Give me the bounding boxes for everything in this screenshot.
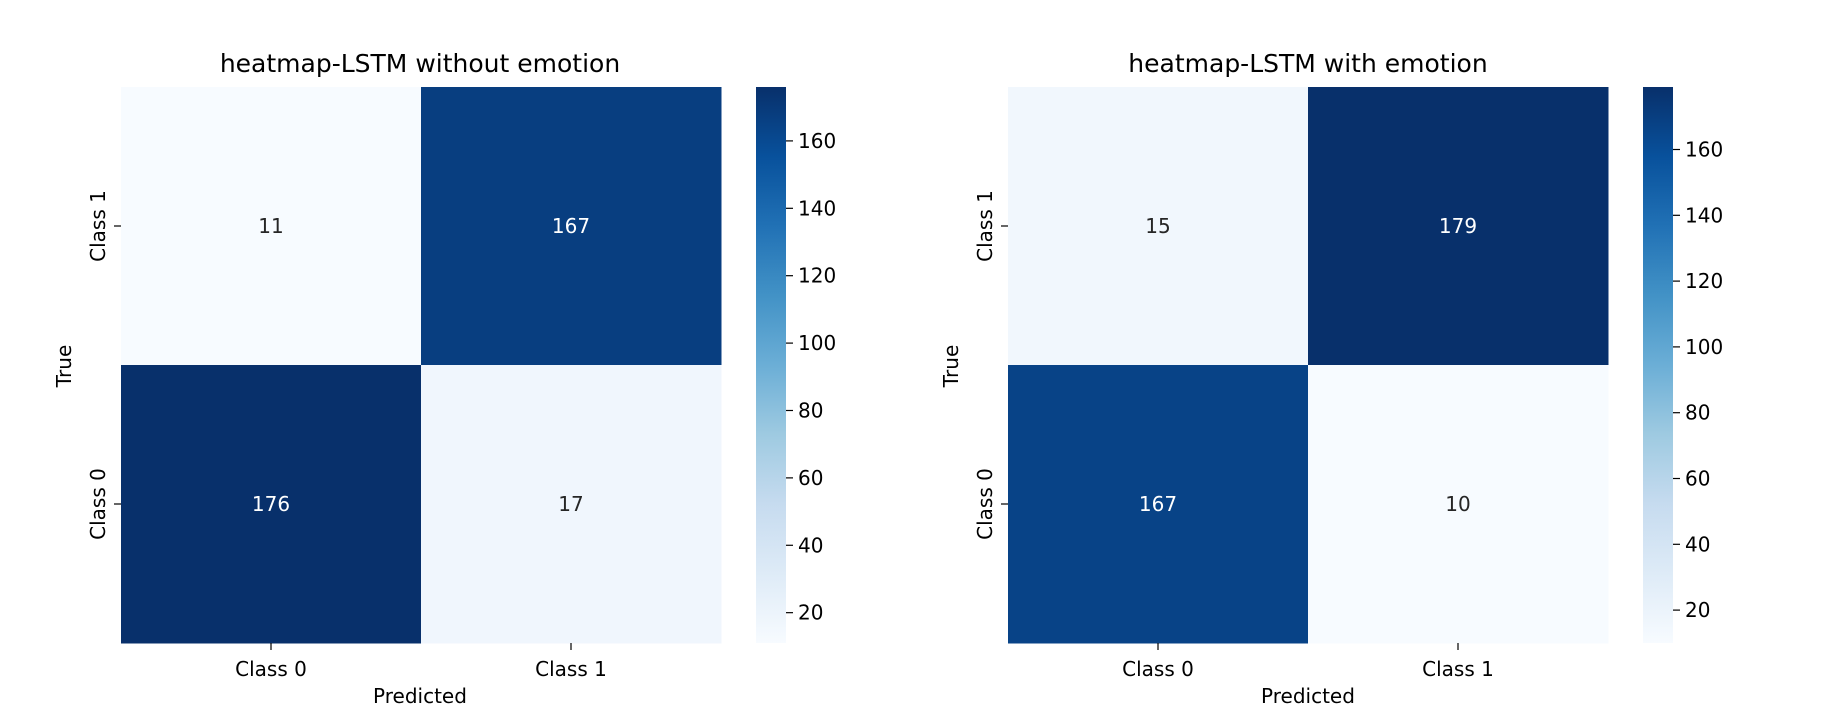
y-tick-label: Class 0 <box>973 468 997 540</box>
x-axis-label: Predicted <box>373 684 467 708</box>
x-tick-label: Class 1 <box>535 657 607 681</box>
colorbar-tick-label: 20 <box>798 601 823 625</box>
y-axis-ticks: Class 1 Class 0 <box>973 190 1008 540</box>
chart-title: heatmap-LSTM without emotion <box>220 49 620 78</box>
y-axis-ticks: Class 1 Class 0 <box>86 190 121 540</box>
heatmap-cell <box>121 87 422 366</box>
y-tick-label: Class 1 <box>973 190 997 262</box>
colorbar-tick-label: 40 <box>798 533 823 557</box>
colorbar-tick-label: 140 <box>1685 203 1723 227</box>
x-tick-label: Class 0 <box>235 657 307 681</box>
heatmap-cell <box>1308 87 1609 366</box>
colorbar-tick-label: 160 <box>1685 138 1723 162</box>
cell-value-label: 17 <box>558 492 583 516</box>
x-axis-ticks: Class 0 Class 1 <box>1122 643 1494 681</box>
y-axis-label: True <box>939 345 963 388</box>
x-axis-ticks: Class 0 Class 1 <box>235 643 607 681</box>
y-tick-label: Class 1 <box>86 190 110 262</box>
y-tick-label: Class 0 <box>86 468 110 540</box>
colorbar-ticks: 20 40 60 80 100 120 140 160 <box>1673 138 1723 622</box>
heatmap-cell <box>421 87 722 366</box>
heatmap-cell <box>421 365 722 644</box>
heatmap-cell <box>1008 365 1309 644</box>
colorbar-tick-label: 20 <box>1685 598 1710 622</box>
cell-value-label: 179 <box>1439 214 1477 238</box>
x-tick-label: Class 1 <box>1422 657 1494 681</box>
colorbar-tick-label: 80 <box>1685 401 1710 425</box>
colorbar: 20 40 60 80 100 120 140 160 <box>756 87 836 643</box>
colorbar-tick-label: 120 <box>1685 269 1723 293</box>
heatmap-cells: 15 179 167 10 <box>1008 87 1609 644</box>
colorbar-tick-label: 40 <box>1685 532 1710 556</box>
colorbar-tick-label: 100 <box>1685 335 1723 359</box>
colorbar-tick-label: 80 <box>798 398 823 422</box>
cell-value-label: 167 <box>1139 492 1177 516</box>
colorbar-tick-label: 160 <box>798 129 836 153</box>
colorbar-tick-label: 60 <box>1685 467 1710 491</box>
cell-value-label: 176 <box>252 492 290 516</box>
cell-value-label: 11 <box>258 214 283 238</box>
colorbar-gradient <box>1643 87 1673 643</box>
x-axis-label: Predicted <box>1261 684 1355 708</box>
heatmap-cell <box>1308 365 1609 644</box>
heatmap-cells: 11 167 176 17 <box>121 87 722 644</box>
colorbar-ticks: 20 40 60 80 100 120 140 160 <box>786 129 836 625</box>
cell-value-label: 167 <box>552 214 590 238</box>
heatmap-cell <box>121 365 422 644</box>
y-axis-label: True <box>52 345 76 388</box>
cell-value-label: 10 <box>1445 492 1470 516</box>
heatmap-cell <box>1008 87 1309 366</box>
chart-title: heatmap-LSTM with emotion <box>1128 49 1487 78</box>
colorbar-tick-label: 60 <box>798 466 823 490</box>
colorbar-tick-label: 120 <box>798 264 836 288</box>
heatmap-panel-2: heatmap-LSTM with emotion 15 179 167 10 Pre… <box>939 49 1723 708</box>
colorbar-tick-label: 100 <box>798 331 836 355</box>
colorbar-gradient <box>756 87 786 643</box>
colorbar-tick-label: 140 <box>798 196 836 220</box>
x-tick-label: Class 0 <box>1122 657 1194 681</box>
cell-value-label: 15 <box>1145 214 1170 238</box>
colorbar: 20 40 60 80 100 120 140 160 <box>1643 87 1723 643</box>
